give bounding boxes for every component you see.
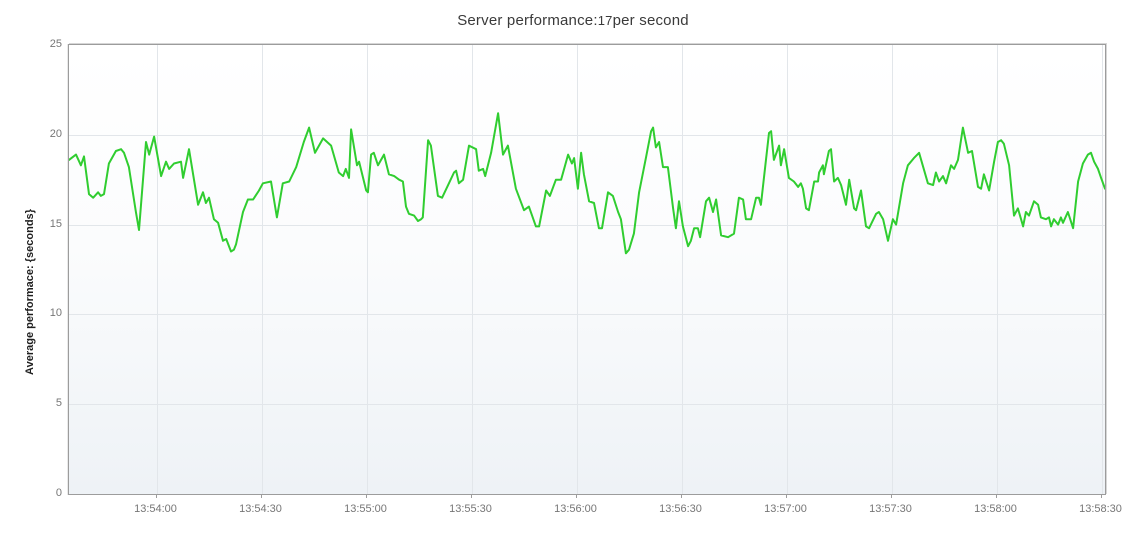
y-tick-label: 5 — [55, 397, 62, 410]
y-tick-label: 10 — [49, 307, 62, 320]
x-tick-label: 13:56:00 — [554, 503, 597, 515]
chart-title-prefix: Server performance: — [457, 12, 598, 29]
x-tick-mark — [261, 494, 262, 498]
x-tick-label: 13:58:30 — [1079, 503, 1122, 515]
y-axis-title: Average performace: {seconds} — [24, 209, 36, 375]
x-tick-mark — [366, 494, 367, 498]
x-tick-label: 13:57:30 — [869, 503, 912, 515]
line-chart-svg — [69, 45, 1105, 494]
x-tick-mark — [996, 494, 997, 498]
chart-title: Server performance:17per second — [0, 12, 1146, 29]
y-tick-label: 25 — [49, 38, 62, 50]
x-tick-label: 13:55:00 — [344, 503, 387, 515]
y-tick-label: 20 — [49, 127, 62, 140]
x-tick-label: 13:57:00 — [764, 503, 807, 515]
performance-line — [69, 112, 1105, 255]
x-tick-mark — [786, 494, 787, 498]
x-tick-label: 13:54:00 — [134, 503, 177, 515]
x-tick-label: 13:58:00 — [974, 503, 1017, 515]
x-tick-mark — [576, 494, 577, 498]
y-tick-label: 15 — [49, 217, 62, 230]
chart-title-value: 17 — [597, 13, 613, 28]
x-tick-label: 13:54:30 — [239, 503, 282, 515]
x-tick-mark — [1101, 494, 1102, 498]
chart-title-suffix: per second — [612, 12, 689, 29]
x-tick-mark — [891, 494, 892, 498]
x-tick-mark — [156, 494, 157, 498]
x-tick-label: 13:55:30 — [449, 503, 492, 515]
x-tick-mark — [471, 494, 472, 498]
x-tick-label: 13:56:30 — [659, 503, 702, 515]
y-tick-label: 0 — [55, 487, 62, 499]
plot-area — [68, 44, 1106, 495]
x-tick-mark — [681, 494, 682, 498]
